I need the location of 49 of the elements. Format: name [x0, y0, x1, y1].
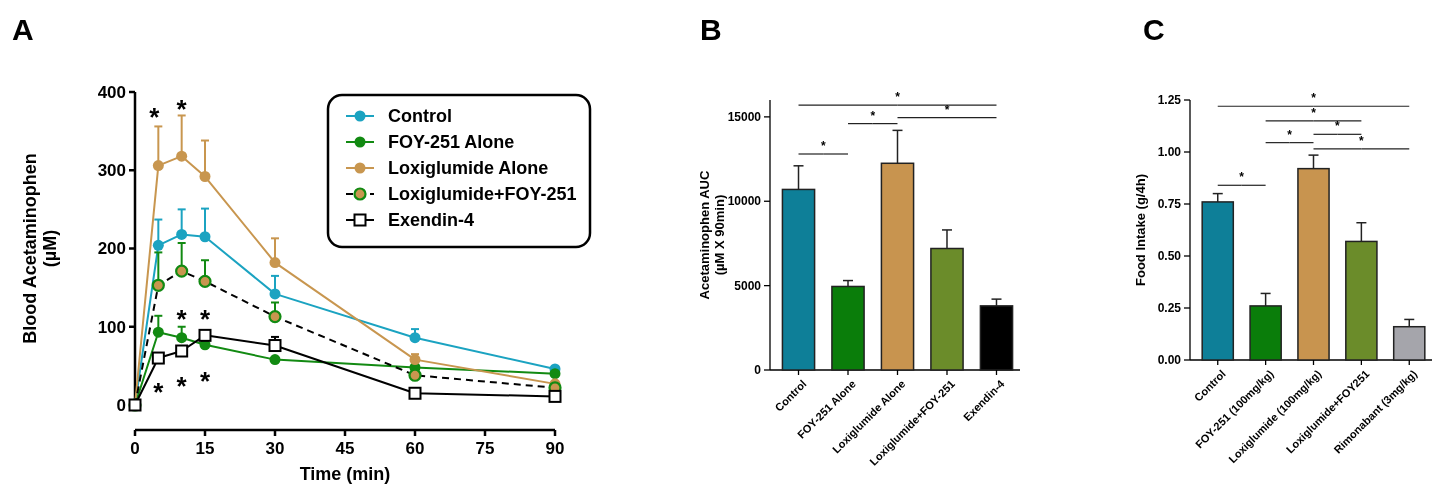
x-tick-label: 90 — [545, 439, 565, 458]
annotation: * — [870, 108, 876, 123]
y-axis-title: Food Intake (g/4h) — [1132, 174, 1148, 286]
x-tick-label: 30 — [265, 439, 285, 458]
chart-title: C — [1143, 13, 1165, 46]
chart-title: B — [700, 13, 722, 46]
annotation: * — [176, 94, 188, 125]
x-tick-label: 15 — [195, 439, 215, 458]
x-axis-title: Time (min) — [299, 464, 391, 484]
y-tick-label: 0.75 — [1157, 197, 1182, 212]
annotation: * — [1311, 91, 1317, 106]
x-tick-label: 75 — [475, 439, 495, 458]
annotation: * — [1359, 133, 1365, 148]
y-tick-label: 0.50 — [1157, 249, 1182, 264]
x-tick-label: 0 — [130, 439, 140, 458]
legend-label: Exendin-4 — [388, 210, 475, 231]
annotation: * — [149, 101, 161, 132]
annotation: * — [176, 371, 188, 402]
y-tick-label: 15000 — [727, 110, 762, 125]
annotation: * — [1287, 127, 1293, 142]
y-tick-label: 300 — [97, 161, 126, 181]
annotation: * — [1239, 170, 1245, 185]
y-tick-label: 1.00 — [1157, 145, 1182, 160]
annotation: * — [895, 90, 901, 105]
y-tick-label: 1.25 — [1157, 93, 1182, 108]
annotation: * — [944, 102, 950, 117]
y-tick-label: 0.25 — [1157, 301, 1182, 316]
y-tick-label: 10000 — [727, 194, 762, 209]
annotation: * — [199, 303, 211, 334]
y-axis-title: Blood Acetaminophen (µM) — [20, 153, 61, 344]
annotation: * — [1335, 119, 1341, 134]
y-tick-label: 5000 — [734, 278, 762, 293]
x-tick-label: 45 — [335, 439, 355, 458]
chart-title: A — [12, 13, 34, 46]
y-tick-label: 100 — [97, 317, 126, 337]
legend-label: Control — [388, 106, 452, 127]
annotation: * — [199, 366, 211, 397]
annotation: * — [153, 377, 165, 408]
y-tick-label: 400 — [97, 82, 126, 102]
legend-label: Loxiglumide+FOY-251 — [388, 184, 577, 205]
y-tick-label: 200 — [97, 239, 126, 259]
annotation: * — [176, 303, 188, 334]
x-tick-label: 60 — [405, 439, 425, 458]
y-axis-title: Acetaminophen AUC (µM X 90min) — [697, 169, 727, 300]
annotation: * — [820, 139, 826, 153]
annotation: * — [1311, 105, 1317, 120]
legend-label: FOY-251 Alone — [388, 132, 515, 153]
y-tick-label: 0.00 — [1157, 353, 1182, 368]
legend-label: Loxiglumide Alone — [388, 158, 549, 179]
